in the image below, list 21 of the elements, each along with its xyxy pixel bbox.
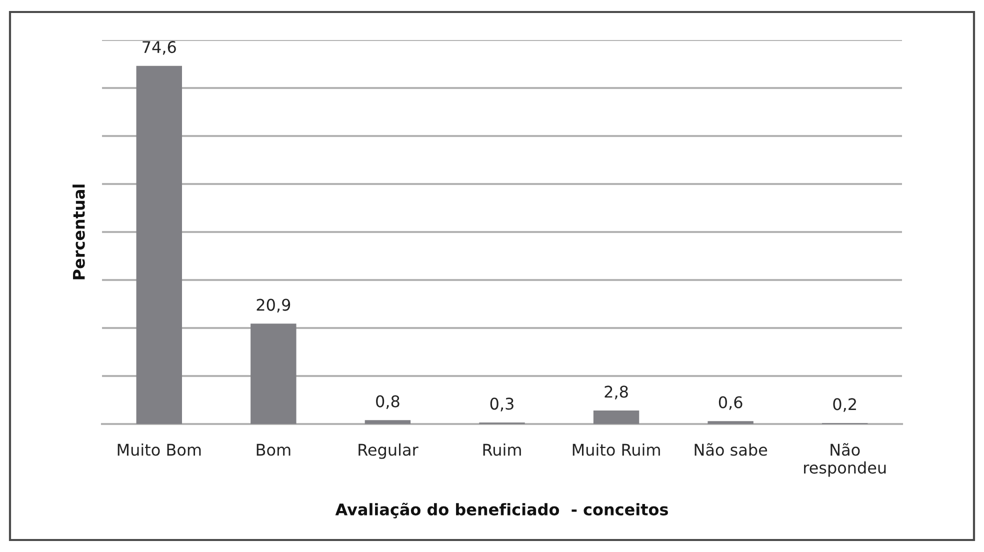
x-tick-label: Não respondeu xyxy=(804,443,886,477)
data-label: 0,6 xyxy=(718,396,742,410)
x-tick-label: Muito Ruim xyxy=(572,443,660,456)
x-tick-label: Muito Bom xyxy=(118,443,201,456)
bar xyxy=(708,421,754,424)
data-label: 20,9 xyxy=(256,298,290,312)
x-tick-label: Bom xyxy=(256,444,290,456)
bar xyxy=(250,324,296,424)
data-label: 2,8 xyxy=(604,386,628,400)
x-tick-label: Regular xyxy=(358,443,418,459)
bar xyxy=(593,410,640,424)
bar xyxy=(364,420,411,424)
x-tick-label: Não sabe xyxy=(694,443,768,456)
data-label: 0,3 xyxy=(490,398,514,412)
data-label: 0,2 xyxy=(833,398,856,412)
x-tick-label: Ruim xyxy=(483,443,521,456)
bar xyxy=(136,66,182,424)
x-axis-title: Avaliação do beneficiado - conceitos xyxy=(335,502,668,518)
data-label: 0,8 xyxy=(376,395,400,409)
data-label: 74,6 xyxy=(142,41,176,55)
y-axis-title: Percentual xyxy=(72,184,85,280)
